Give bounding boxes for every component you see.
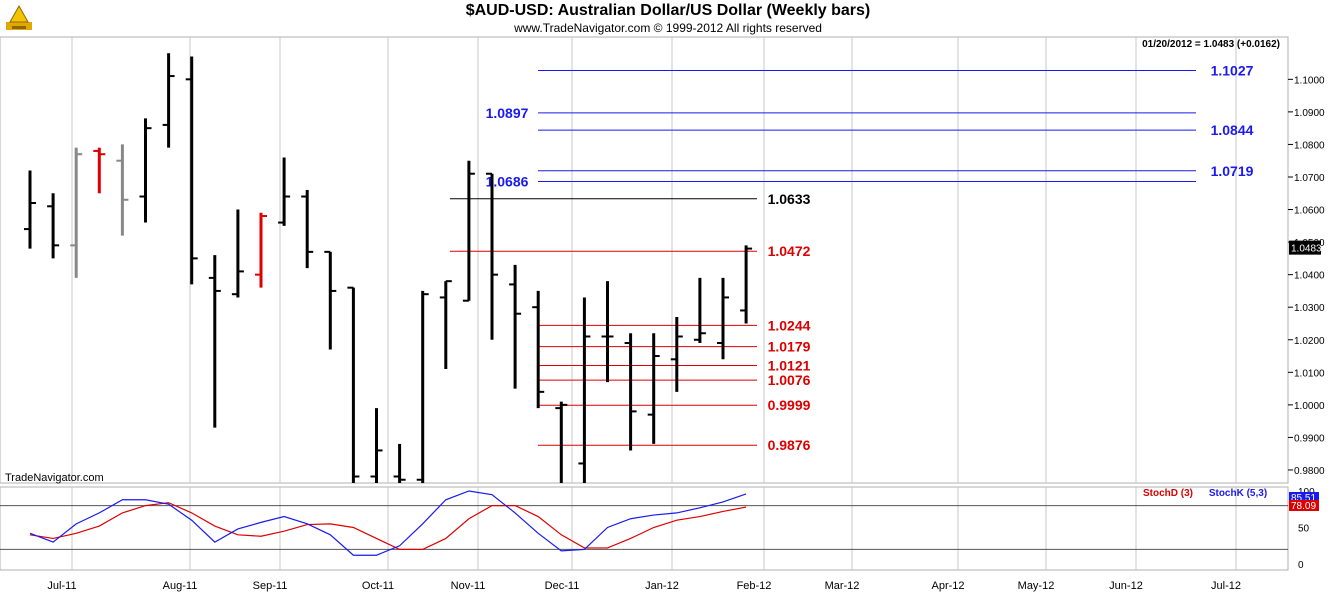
level-label: 1.0121 xyxy=(768,357,811,373)
y-tick-label: 1.0400 xyxy=(1294,271,1325,282)
level-label: 1.0076 xyxy=(768,372,811,388)
chart-subtitle: www.TradeNavigator.com © 1999-2012 All r… xyxy=(514,21,822,35)
y-tick-label: 1.0000 xyxy=(1294,401,1325,412)
level-label: 1.0897 xyxy=(486,105,529,121)
x-tick-label: Apr-12 xyxy=(931,580,964,592)
stoch-series-line xyxy=(29,490,747,556)
stoch-y-tick-label: 0 xyxy=(1298,560,1304,571)
stochd-value: 78.09 xyxy=(1291,501,1316,512)
stochd-value-box xyxy=(1289,500,1319,511)
level-label: 1.0244 xyxy=(768,317,811,333)
level-label: 1.0633 xyxy=(768,191,811,207)
y-tick-label: 1.0300 xyxy=(1294,303,1325,314)
x-tick-label: Sep-11 xyxy=(253,580,288,592)
x-tick-label: Jul-11 xyxy=(47,580,76,592)
stoch-series-line xyxy=(29,502,747,551)
legend-stochk: StochK (5,3) xyxy=(1209,488,1267,499)
y-tick-label: 1.0100 xyxy=(1294,368,1325,379)
y-tick-label: 0.9900 xyxy=(1294,433,1325,444)
y-tick-label: 1.0800 xyxy=(1294,140,1325,151)
last-price-label: 1.0483 xyxy=(1291,244,1322,255)
watermark-text: TradeNavigator.com xyxy=(5,472,104,484)
y-tick-label: 1.0200 xyxy=(1294,336,1325,347)
x-tick-label: Aug-11 xyxy=(163,580,198,592)
x-tick-label: May-12 xyxy=(1018,580,1055,592)
stochk-value-box xyxy=(1289,492,1319,502)
last-price-box xyxy=(1289,240,1321,255)
last-info-text: 01/20/2012 = 1.0483 (+0.0162) xyxy=(1142,39,1280,50)
x-tick-label: Dec-11 xyxy=(545,580,580,592)
x-tick-label: Oct-11 xyxy=(362,580,394,592)
level-label: 1.0719 xyxy=(1211,163,1254,179)
stoch-y-tick-label: 50 xyxy=(1298,524,1310,535)
stochk-value: 85.51 xyxy=(1291,493,1316,504)
level-label: 0.9999 xyxy=(768,397,811,413)
level-label: 0.9876 xyxy=(768,437,811,453)
y-tick-label: 1.0900 xyxy=(1294,108,1325,119)
x-tick-label: Nov-11 xyxy=(451,580,486,592)
x-tick-label: Jun-12 xyxy=(1109,580,1143,592)
level-label: 1.0179 xyxy=(768,339,811,355)
level-label: 1.0844 xyxy=(1211,122,1254,138)
level-label: 1.1027 xyxy=(1211,63,1254,79)
x-tick-label: Jul-12 xyxy=(1211,580,1241,592)
x-tick-label: Mar-12 xyxy=(825,580,860,592)
legend-stochd: StochD (3) xyxy=(1143,488,1193,499)
stochastic-pane xyxy=(0,486,1289,571)
x-tick-label: Jan-12 xyxy=(645,580,679,592)
level-label: 1.0472 xyxy=(768,243,811,259)
y-tick-label: 1.0600 xyxy=(1294,206,1325,217)
level-label: 1.0686 xyxy=(486,174,529,190)
x-tick-label: Feb-12 xyxy=(737,580,772,592)
y-tick-label: 1.0700 xyxy=(1294,173,1325,184)
y-tick-label: 0.9800 xyxy=(1294,466,1325,477)
chart-title: $AUD-USD: Australian Dollar/US Dollar (W… xyxy=(465,2,871,19)
tradenavigator-logo-icon xyxy=(4,4,34,39)
y-tick-label: 1.1000 xyxy=(1294,75,1325,86)
